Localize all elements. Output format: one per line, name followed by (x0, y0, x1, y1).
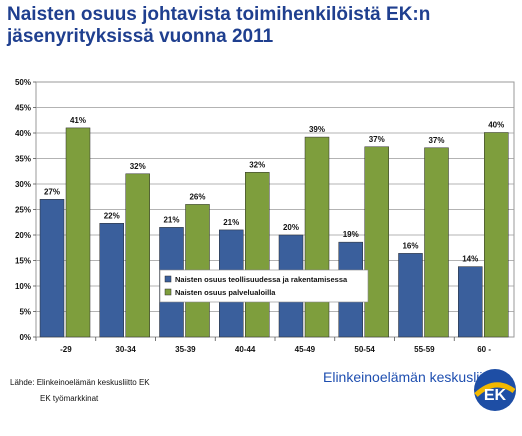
data-label: 39% (309, 125, 325, 134)
x-tick-label: 50-54 (354, 345, 375, 354)
bar (304, 136, 330, 338)
chart-title-line2: jäsenyrityksissä vuonna 2011 (7, 26, 274, 47)
source-subnote: EK työmarkkinat (40, 394, 99, 403)
bar (125, 173, 150, 338)
y-tick-label: 15% (15, 257, 31, 266)
y-tick-label: 25% (15, 206, 31, 215)
bar (484, 132, 509, 338)
chart-title-line1: Naisten osuus johtavista toimihenkilöist… (7, 4, 431, 25)
y-tick-label: 50% (15, 78, 31, 87)
x-tick-label: 55-59 (414, 345, 435, 354)
ek-logo: EK (474, 369, 516, 411)
data-label: 32% (249, 160, 265, 169)
ek-logo-text: EK (484, 387, 507, 404)
bar (424, 147, 449, 338)
data-label: 22% (104, 211, 120, 220)
bar (458, 266, 483, 338)
data-label: 40% (488, 120, 504, 129)
bar (39, 199, 65, 338)
y-tick-label: 10% (15, 282, 31, 291)
data-label: 32% (130, 162, 146, 171)
x-tick-label: 30-34 (115, 345, 136, 354)
bar (65, 127, 91, 338)
x-tick-label: 40-44 (235, 345, 256, 354)
bar-chart: 0% 5% 10% 15% 20% 25% 30% 35% 40% 45% 50% 27% 41% -29… (15, 78, 515, 354)
data-label: 26% (189, 192, 205, 201)
source-note: Lähde: Elinkeinoelämän keskusliitto EK (10, 378, 150, 387)
y-tick-label: 40% (15, 129, 31, 138)
y-tick-label: 45% (15, 104, 31, 113)
y-tick-label: 0% (19, 333, 31, 342)
brand-name: Elinkeinoelämän keskusliitto (323, 369, 499, 385)
legend-swatch (164, 288, 172, 296)
data-label: 20% (283, 223, 299, 232)
data-label: 21% (223, 218, 239, 227)
y-tick-label: 30% (15, 180, 31, 189)
y-tick-label: 20% (15, 231, 31, 240)
data-label: 41% (70, 116, 86, 125)
legend-entry: Naisten osuus teollisuudessa ja rakentam… (175, 275, 348, 284)
legend-swatch (164, 275, 172, 283)
bar (398, 253, 423, 338)
data-label: 37% (428, 136, 444, 145)
y-tick-label: 5% (19, 308, 31, 317)
x-tick-label: 60 - (477, 345, 491, 354)
data-label: 14% (462, 255, 478, 264)
data-label: 27% (44, 187, 60, 196)
x-tick-label: -29 (60, 345, 72, 354)
bar (99, 223, 124, 338)
legend-entry: Naisten osuus palvelualoilla (175, 288, 276, 297)
data-label: 37% (369, 135, 385, 144)
data-label: 21% (163, 215, 179, 224)
bar (245, 172, 270, 338)
x-tick-label: 35-39 (175, 345, 196, 354)
legend-box (159, 269, 369, 303)
data-label: 16% (402, 241, 418, 250)
x-tick-label: 45-49 (295, 345, 316, 354)
bar (364, 146, 389, 338)
data-label: 19% (343, 230, 359, 239)
chart-title: Naisten osuus johtavista toimihenkilöist… (7, 4, 507, 48)
y-tick-label: 35% (15, 155, 31, 164)
